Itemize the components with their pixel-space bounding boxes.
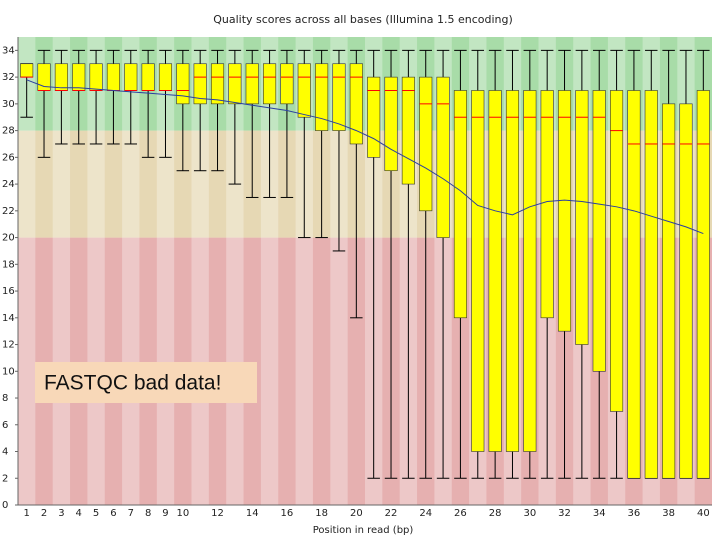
box xyxy=(471,90,485,452)
box xyxy=(436,76,450,238)
x-tick-label: 30 xyxy=(523,508,536,519)
y-tick-label: 30 xyxy=(2,99,15,110)
x-tick-label: 36 xyxy=(628,508,641,519)
y-tick-label: 16 xyxy=(2,286,15,297)
box xyxy=(280,63,294,105)
box xyxy=(505,90,520,452)
annotation: FASTQC bad data! xyxy=(44,372,221,395)
y-tick-label: 22 xyxy=(2,206,15,217)
y-tick-label: 8 xyxy=(2,393,8,404)
box xyxy=(332,63,346,131)
chart-title: Quality scores across all bases (Illumin… xyxy=(213,13,513,26)
box xyxy=(592,90,606,372)
box xyxy=(176,63,190,105)
box xyxy=(89,63,103,91)
box xyxy=(367,76,381,158)
box xyxy=(228,63,242,105)
y-tick-label: 28 xyxy=(2,126,15,137)
x-tick-label: 22 xyxy=(385,508,398,519)
y-tick-label: 32 xyxy=(2,72,15,83)
box xyxy=(349,63,363,145)
x-tick-label: 32 xyxy=(558,508,571,519)
x-tick-label: 8 xyxy=(145,508,151,519)
x-tick-label: 34 xyxy=(593,508,606,519)
box xyxy=(401,76,415,185)
x-tick-label: 24 xyxy=(419,508,432,519)
x-tick-label: 28 xyxy=(489,508,502,519)
x-tick-label: 5 xyxy=(93,508,99,519)
x-tick-label: 2 xyxy=(41,508,47,519)
x-tick-label: 7 xyxy=(128,508,134,519)
box xyxy=(124,63,138,91)
box xyxy=(644,90,658,479)
box xyxy=(557,90,572,332)
box xyxy=(245,63,259,105)
x-tick-label: 4 xyxy=(76,508,82,519)
box xyxy=(210,63,225,105)
x-tick-label: 6 xyxy=(110,508,116,519)
x-tick-label: 40 xyxy=(697,508,710,519)
y-tick-label: 2 xyxy=(2,473,8,484)
y-tick-label: 14 xyxy=(2,313,15,324)
column-stripe xyxy=(295,37,313,505)
x-tick-label: 10 xyxy=(176,508,189,519)
column-stripe xyxy=(18,37,36,505)
x-tick-label: 20 xyxy=(350,508,363,519)
column-stripe xyxy=(330,37,348,505)
annotation-box xyxy=(35,362,257,403)
box xyxy=(488,90,502,452)
box xyxy=(158,63,173,91)
box xyxy=(141,63,155,91)
y-tick-label: 0 xyxy=(2,500,8,511)
y-tick-label: 34 xyxy=(2,45,15,56)
box xyxy=(662,103,676,479)
box xyxy=(627,90,641,479)
y-tick-label: 20 xyxy=(2,233,15,244)
y-tick-label: 12 xyxy=(2,340,15,351)
box xyxy=(315,63,329,131)
box xyxy=(540,90,554,319)
box xyxy=(193,63,207,105)
box xyxy=(297,63,311,118)
x-tick-label: 9 xyxy=(162,508,168,519)
box xyxy=(263,63,277,105)
y-tick-label: 24 xyxy=(2,179,15,190)
mean-line xyxy=(26,79,704,235)
box xyxy=(696,90,710,479)
y-tick-label: 10 xyxy=(2,366,15,377)
y-tick-label: 6 xyxy=(2,420,8,431)
box xyxy=(575,90,589,345)
y-tick-label: 26 xyxy=(2,152,15,163)
box xyxy=(453,90,467,319)
x-tick-label: 26 xyxy=(454,508,467,519)
x-tick-label: 14 xyxy=(246,508,259,519)
x-tick-label: 38 xyxy=(662,508,675,519)
box xyxy=(106,63,120,91)
box xyxy=(523,90,537,452)
box xyxy=(72,63,86,91)
y-tick-label: 18 xyxy=(2,259,15,270)
box xyxy=(54,63,68,91)
x-tick-label: 18 xyxy=(315,508,328,519)
column-stripe xyxy=(260,37,279,505)
box xyxy=(384,76,398,172)
box xyxy=(610,90,624,412)
box xyxy=(419,76,433,212)
x-tick-label: 16 xyxy=(281,508,294,519)
y-tick-label: 4 xyxy=(2,447,8,458)
box xyxy=(679,103,693,479)
box xyxy=(20,63,34,78)
x-axis-label: Position in read (bp) xyxy=(313,525,414,536)
x-tick-label: 3 xyxy=(58,508,64,519)
x-tick-label: 1 xyxy=(23,508,29,519)
x-tick-label: 12 xyxy=(211,508,224,519)
